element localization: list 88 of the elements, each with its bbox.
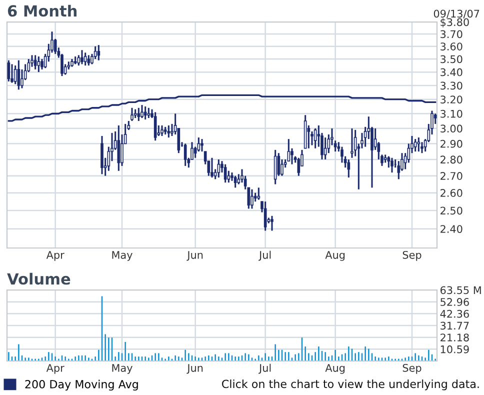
candlestick [224,164,227,184]
y-tick-label: 3.40 [440,68,462,76]
candlestick [17,60,20,90]
y-tick-label: $3.80 [440,18,469,28]
candlestick [237,173,240,186]
y-tick-label: 42.36 [440,310,469,318]
candlestick [100,135,104,175]
y-tick-label: 3.10 [440,110,462,118]
candlestick [117,124,120,172]
candlestick [84,52,87,66]
x-tick-label: May [112,364,132,374]
y-tick-label: 2.90 [440,140,462,148]
x-tick-label: Apr [46,251,64,261]
candlestick [184,142,187,167]
candlestick [10,63,14,84]
y-tick-label: 3.60 [440,42,462,50]
chart-title: Volume [7,272,70,285]
candlestick [77,54,80,66]
y-tick-label: 10.59 [440,345,469,354]
candlestick [94,46,97,60]
x-tick-label: Aug [325,251,345,261]
candlestick [130,107,134,122]
candlestick [30,54,34,68]
candlestick [14,64,17,85]
y-tick-label: 2.60 [440,189,462,197]
candlestick [147,107,150,119]
candlestick [37,56,40,73]
y-tick-label: 2.40 [440,225,462,233]
y-tick-label: 3.50 [440,55,462,64]
candlestick [314,128,317,150]
candlestick [350,128,354,159]
y-tick-label: 3.20 [440,96,462,104]
line-series [8,94,436,122]
y-tick-label: 52.96 [440,298,469,306]
x-tick-label: Jun [186,364,203,374]
y-tick-label: 3.70 [440,30,462,38]
candlestick [7,60,10,82]
y-tick-label: 3.00 [440,124,462,133]
candlestick [277,152,280,177]
candlestick [137,107,140,122]
candlestick [340,146,344,164]
candlestick [87,54,90,66]
candlestick [217,158,220,178]
candlestick [40,58,44,70]
x-tick-label: Sep [402,364,422,374]
candlestick [414,138,417,152]
candlestick [270,215,274,232]
candlestick [390,157,394,174]
candlestick [167,124,170,138]
candlestick [297,157,300,177]
candlestick [274,149,277,186]
candlestick [144,106,147,120]
candlestick [210,157,214,178]
candlestick [234,175,237,188]
y-tick-label: 63.55 M [440,286,481,294]
text: Click on the chart to view the underlying data. [222,380,479,390]
x-tick-label: Sep [402,250,422,261]
candlestick [324,136,327,160]
y-tick-label: 2.50 [440,206,462,215]
y-tick-label: 31.77 [440,322,469,330]
x-tick-label: Jul [258,364,271,374]
candlestick [417,136,420,152]
candlestick [307,124,310,150]
x-tick-label: Jun [186,251,203,261]
candlestick [387,155,390,168]
candlestick [34,54,37,70]
candlestick [434,112,437,125]
candlestick [250,188,254,210]
x-tick-label: May [112,251,132,261]
x-tick-label: Apr [46,364,64,374]
x-tick-label: Jul [258,250,271,261]
candlestick [264,200,267,232]
candlestick [257,186,260,201]
candlestick [420,141,424,154]
candlestick [80,49,84,65]
candlestick [97,44,100,62]
candlestick [160,124,164,137]
candlestick [140,104,144,119]
chart-title: 6 Month [8,4,77,17]
legend-label: 200 Day Moving Avg [25,380,138,391]
y-tick-label: 2.80 [440,156,462,164]
candlestick [227,170,230,184]
y-tick-label: 2.70 [440,172,462,180]
candlestick [154,111,157,142]
y-tick-label: 3.30 [440,82,462,90]
text: 09/13/07 [434,10,480,18]
x-tick-label: Aug [325,364,345,374]
y-tick-label: 21.18 [440,334,469,342]
